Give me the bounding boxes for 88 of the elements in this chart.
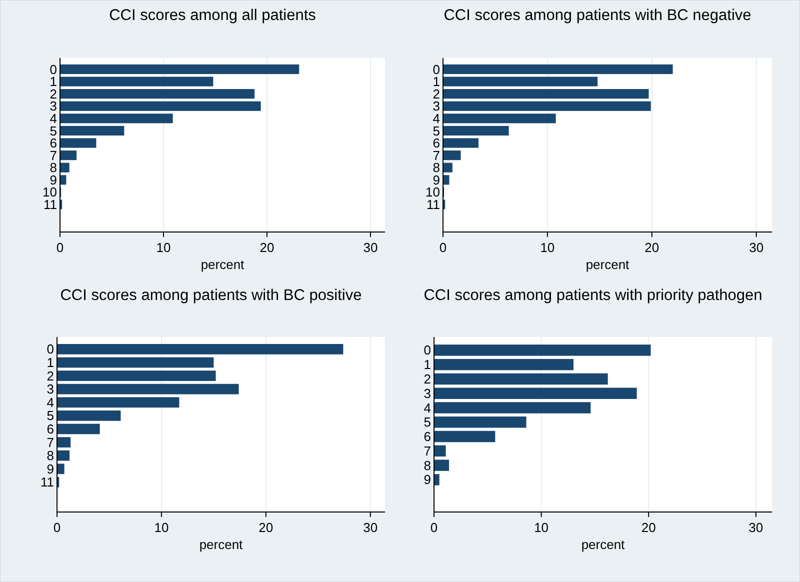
bar <box>443 101 651 111</box>
y-tick-label: 0 <box>432 62 440 77</box>
y-tick-label: 1 <box>46 355 54 370</box>
bar <box>60 114 173 124</box>
bar <box>60 150 77 160</box>
bar <box>57 370 216 381</box>
y-tick-label: 0 <box>50 62 57 77</box>
y-tick-label: 5 <box>424 414 431 430</box>
bar <box>434 430 496 442</box>
x-tick-label: 20 <box>260 240 274 255</box>
y-tick-label: 5 <box>50 123 57 138</box>
chart-title: CCI scores among patients with priority pathogen <box>424 287 762 304</box>
y-tick-label: 1 <box>424 357 431 372</box>
bar <box>434 344 651 356</box>
bar <box>57 357 214 368</box>
y-tick-label: 3 <box>424 386 431 401</box>
y-tick-label: 9 <box>424 472 431 488</box>
x-axis-title: percent <box>200 257 245 272</box>
bar <box>443 64 673 74</box>
y-tick-label: 5 <box>46 408 54 424</box>
bar <box>57 437 71 448</box>
x-tick-label: 30 <box>748 520 764 535</box>
chart-title: CCI scores among all patients <box>109 7 316 24</box>
y-tick-label: 4 <box>424 400 431 416</box>
bar <box>434 474 440 486</box>
bar <box>60 89 255 99</box>
x-tick-label: 20 <box>258 520 274 535</box>
bar <box>57 344 344 354</box>
bar <box>434 373 608 385</box>
y-tick-label: 3 <box>46 382 54 397</box>
y-tick-label: 11 <box>426 197 440 212</box>
bar <box>60 101 261 111</box>
x-tick-label: 30 <box>363 240 378 255</box>
y-tick-label: 10 <box>426 184 440 200</box>
y-tick-label: 2 <box>424 372 431 387</box>
x-tick-label: 30 <box>363 520 378 535</box>
x-axis-title: percent <box>586 257 630 272</box>
y-tick-label: 2 <box>46 368 54 384</box>
chart-title: CCI scores among patients with BC negative <box>444 7 752 24</box>
x-tick-label: 10 <box>154 520 169 535</box>
y-tick-label: 6 <box>46 422 54 437</box>
bar <box>60 138 96 148</box>
y-tick-label: 7 <box>46 434 54 450</box>
bar <box>60 76 214 86</box>
bar <box>443 76 598 86</box>
y-tick-label: 5 <box>432 123 440 138</box>
y-tick-label: 11 <box>40 474 54 490</box>
bar <box>434 460 450 471</box>
bar <box>60 162 70 172</box>
bar <box>60 126 124 136</box>
bar <box>434 402 591 414</box>
x-tick-label: 10 <box>540 240 555 255</box>
bar <box>443 175 450 185</box>
bar <box>443 162 452 172</box>
bar <box>434 388 637 399</box>
bar <box>57 450 70 461</box>
y-tick-label: 9 <box>46 461 54 476</box>
y-tick-label: 7 <box>424 443 431 458</box>
bar <box>434 445 446 457</box>
bar <box>57 424 100 434</box>
x-tick-label: 10 <box>156 240 171 255</box>
bar <box>443 114 556 124</box>
y-tick-label: 11 <box>44 197 57 212</box>
bar <box>443 150 461 160</box>
x-axis-title: percent <box>199 537 244 552</box>
x-axis-title: percent <box>581 537 626 552</box>
chart-title: CCI scores among patients with BC positive <box>60 287 362 304</box>
y-tick-label: 0 <box>424 342 431 358</box>
y-tick-label: 10 <box>42 184 57 200</box>
bar <box>443 126 509 136</box>
bar <box>443 138 479 148</box>
x-tick-label: 30 <box>749 240 764 255</box>
bar <box>434 416 526 428</box>
x-tick-label: 20 <box>641 520 656 535</box>
y-tick-label: 8 <box>424 458 431 473</box>
bar <box>434 358 574 370</box>
bar <box>57 464 64 474</box>
y-tick-label: 4 <box>46 394 54 410</box>
y-tick-label: 6 <box>424 429 431 444</box>
y-tick-label: 8 <box>46 448 54 464</box>
x-tick-label: 10 <box>534 520 549 535</box>
bar <box>443 89 649 99</box>
bar <box>57 384 239 394</box>
x-tick-label: 20 <box>644 240 660 255</box>
y-tick-label: 0 <box>46 342 54 357</box>
bar <box>60 64 300 74</box>
bar <box>57 397 180 408</box>
bar <box>57 410 121 421</box>
